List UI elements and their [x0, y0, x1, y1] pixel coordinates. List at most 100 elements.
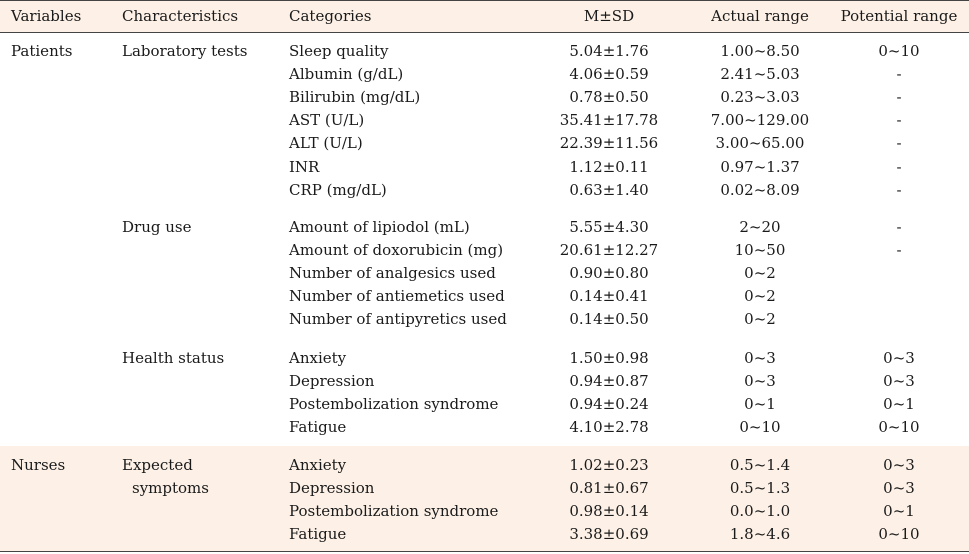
category-cell: Albumin (g/dL): [289, 65, 404, 83]
actual-range-cell: 2.41~5.03: [720, 65, 800, 83]
category-cell: Bilirubin (mg/dL): [289, 88, 421, 106]
table-row: Number of antipyretics used 0.14±0.50 0~2: [0, 308, 969, 331]
characteristic-cell: Health status: [122, 349, 225, 367]
category-cell: Number of analgesics used: [289, 264, 496, 282]
category-cell: Fatigue: [289, 418, 347, 436]
potential-range-cell: -: [896, 218, 902, 236]
table-row: Expected Anxiety 1.02±0.23 0.5~1.4 0~3: [0, 454, 969, 477]
msd-cell: 0.90±0.80: [569, 264, 649, 282]
category-cell: Anxiety: [289, 349, 347, 367]
actual-range-cell: 0~2: [744, 310, 776, 328]
potential-range-cell: [836, 285, 962, 308]
nurses-label-row: Nurses: [0, 454, 969, 477]
header-rule: [0, 32, 969, 33]
category-cell: Amount of lipiodol (mL): [289, 218, 470, 236]
msd-cell: 1.02±0.23: [569, 456, 649, 474]
actual-range-cell: 0.5~1.3: [729, 479, 791, 497]
potential-range-cell: -: [896, 65, 902, 83]
actual-range-cell: 0.23~3.03: [720, 88, 800, 106]
msd-cell: 0.14±0.41: [569, 287, 649, 305]
table-row: Health status Anxiety 1.50±0.98 0~3 0~3: [0, 347, 969, 370]
top-rule: [0, 0, 969, 1]
characteristic-cell: symptoms: [132, 479, 209, 497]
table-row: Fatigue 3.38±0.69 1.8~4.6 0~10: [0, 523, 969, 546]
category-cell: Number of antiemetics used: [289, 287, 505, 305]
actual-range-cell: 3.00~65.00: [715, 134, 805, 152]
table-row: Laboratory tests Sleep quality 5.04±1.76 1.…: [0, 40, 969, 63]
actual-range-cell: 0.97~1.37: [720, 158, 800, 176]
potential-range-cell: [836, 308, 962, 331]
actual-range-cell: 10~50: [734, 241, 786, 259]
category-cell: Depression: [289, 479, 375, 497]
header-msd: M±SD: [583, 7, 635, 25]
actual-range-cell: 0~1: [744, 395, 776, 413]
msd-cell: 1.12±0.11: [569, 158, 649, 176]
category-cell: Depression: [289, 372, 375, 390]
potential-range-cell: [836, 262, 962, 285]
msd-cell: 0.14±0.50: [569, 310, 649, 328]
table-row: Bilirubin (mg/dL) 0.78±0.50 0.23~3.03 -: [0, 86, 969, 109]
category-cell: Postembolization syndrome: [289, 395, 499, 413]
category-cell: AST (U/L): [289, 111, 365, 129]
msd-cell: 0.63±1.40: [569, 181, 649, 199]
category-cell: INR: [289, 158, 320, 176]
actual-range-cell: 0.5~1.4: [729, 456, 791, 474]
table-row: Number of antiemetics used 0.14±0.41 0~2: [0, 285, 969, 308]
table-row: INR 1.12±0.11 0.97~1.37 -: [0, 156, 969, 179]
actual-range-cell: 1.00~8.50: [720, 42, 800, 60]
potential-range-cell: 0~3: [883, 372, 915, 390]
actual-range-cell: 0~3: [744, 372, 776, 390]
actual-range-cell: 7.00~129.00: [710, 111, 810, 129]
category-cell: Sleep quality: [289, 42, 389, 60]
potential-range-cell: -: [896, 111, 902, 129]
table-row: ALT (U/L) 22.39±11.56 3.00~65.00 -: [0, 132, 969, 155]
potential-range-cell: -: [896, 158, 902, 176]
table-row: Amount of doxorubicin (mg) 20.61±12.27 10~…: [0, 239, 969, 262]
category-cell: ALT (U/L): [289, 134, 363, 152]
nurses-label: Nurses: [11, 456, 66, 474]
msd-cell: 5.04±1.76: [569, 42, 649, 60]
table-row: CRP (mg/dL) 0.63±1.40 0.02~8.09 -: [0, 179, 969, 202]
patients-label: Patients: [11, 42, 73, 60]
patients-label-row: Patients: [0, 40, 969, 63]
nurses-section-background: [0, 446, 969, 551]
header-categories: Categories: [289, 7, 372, 25]
msd-cell: 0.81±0.67: [569, 479, 649, 497]
msd-cell: 1.50±0.98: [569, 349, 649, 367]
category-cell: Fatigue: [289, 525, 347, 543]
msd-cell: 0.94±0.87: [569, 372, 649, 390]
bottom-rule: [0, 551, 969, 552]
potential-range-cell: 0~10: [878, 525, 920, 543]
header-background: [0, 1, 969, 32]
actual-range-cell: 0~2: [744, 264, 776, 282]
potential-range-cell: 0~1: [883, 502, 915, 520]
msd-cell: 5.55±4.30: [569, 218, 649, 236]
characteristic-cell: Expected: [122, 456, 193, 474]
table-row: Albumin (g/dL) 4.06±0.59 2.41~5.03 -: [0, 63, 969, 86]
actual-range-cell: 0~10: [739, 418, 781, 436]
potential-range-cell: -: [896, 241, 902, 259]
potential-range-cell: 0~3: [883, 349, 915, 367]
header-row: Variables Characteristics Categories M±S…: [0, 5, 969, 28]
potential-range-cell: -: [896, 88, 902, 106]
header-variables: Variables: [11, 7, 82, 25]
table-row: Postembolization syndrome 0.98±0.14 0.0~1.…: [0, 500, 969, 523]
header-characteristics: Characteristics: [122, 7, 239, 25]
actual-range-cell: 1.8~4.6: [729, 525, 791, 543]
actual-range-cell: 0~3: [744, 349, 776, 367]
table-row: AST (U/L) 35.41±17.78 7.00~129.00 -: [0, 109, 969, 132]
category-cell: Anxiety: [289, 456, 347, 474]
characteristic-cell: Drug use: [122, 218, 192, 236]
msd-cell: 0.98±0.14: [569, 502, 649, 520]
table-row: symptoms Depression 0.81±0.67 0.5~1.3 0~3: [0, 477, 969, 500]
header-potential-range: Potential range: [840, 7, 958, 25]
msd-cell: 20.61±12.27: [559, 241, 659, 259]
category-cell: CRP (mg/dL): [289, 181, 387, 199]
header-actual-range: Actual range: [711, 7, 809, 25]
potential-range-cell: 0~3: [883, 479, 915, 497]
msd-cell: 0.78±0.50: [569, 88, 649, 106]
msd-cell: 4.06±0.59: [569, 65, 649, 83]
potential-range-cell: 0~1: [883, 395, 915, 413]
potential-range-cell: 0~3: [883, 456, 915, 474]
